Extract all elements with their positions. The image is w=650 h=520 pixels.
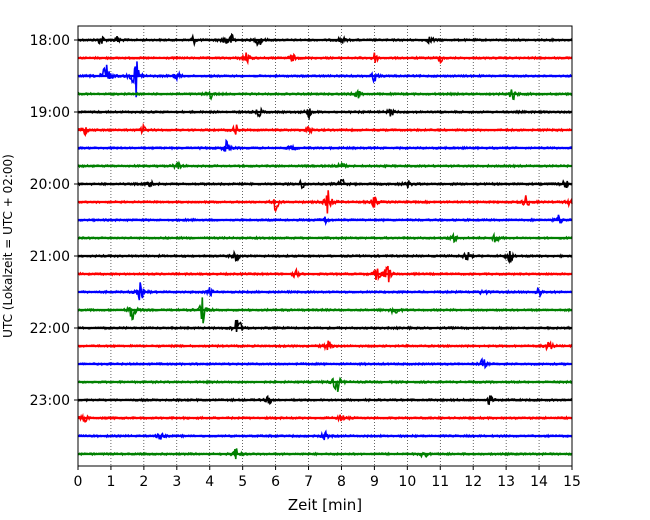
x-tick-label: 9 bbox=[370, 474, 379, 490]
x-tick-label: 5 bbox=[238, 474, 247, 490]
x-tick-label: 1 bbox=[106, 474, 115, 490]
x-axis: 0 1 2 3 4 5 6 7 8 9 10 11 12 13 14 15 bbox=[74, 466, 581, 490]
y-tick-label: 18:00 bbox=[30, 33, 70, 49]
x-tick-label: 0 bbox=[74, 474, 83, 490]
x-tick-label: 4 bbox=[205, 474, 214, 490]
plot-frame bbox=[77, 25, 573, 467]
y-tick-label: 22:00 bbox=[30, 321, 70, 337]
x-tick-label: 10 bbox=[398, 474, 416, 490]
trace-1830 bbox=[77, 61, 573, 98]
trace-1930 bbox=[77, 138, 573, 153]
x-tick-label: 8 bbox=[337, 474, 346, 490]
x-tick-label: 12 bbox=[464, 474, 482, 490]
y-axis-label: UTC (Lokalzeit = UTC + 02:00) bbox=[1, 154, 15, 338]
x-axis-label: Zeit [min] bbox=[288, 496, 362, 514]
x-tick-label: 15 bbox=[563, 474, 581, 490]
y-tick-label: 21:00 bbox=[30, 249, 70, 265]
x-tick-label: 2 bbox=[139, 474, 148, 490]
y-tick-label: 19:00 bbox=[30, 105, 70, 121]
trace-1900 bbox=[77, 106, 573, 121]
x-tick-label: 11 bbox=[431, 474, 449, 490]
x-tick-label: 14 bbox=[530, 474, 548, 490]
x-tick-label: 6 bbox=[271, 474, 280, 490]
x-tick-label: 3 bbox=[172, 474, 181, 490]
x-tick-label: 13 bbox=[497, 474, 515, 490]
y-tick-label: 23:00 bbox=[30, 393, 70, 409]
x-tick-label: 7 bbox=[304, 474, 313, 490]
trace-2200 bbox=[77, 319, 573, 333]
grid-lines bbox=[110, 26, 540, 466]
trace-2245 bbox=[77, 376, 573, 393]
trace-group bbox=[77, 32, 573, 460]
y-axis: 18:00 19:00 20:00 21:00 22:00 23:00 bbox=[30, 33, 78, 409]
y-tick-label: 20:00 bbox=[30, 177, 70, 193]
